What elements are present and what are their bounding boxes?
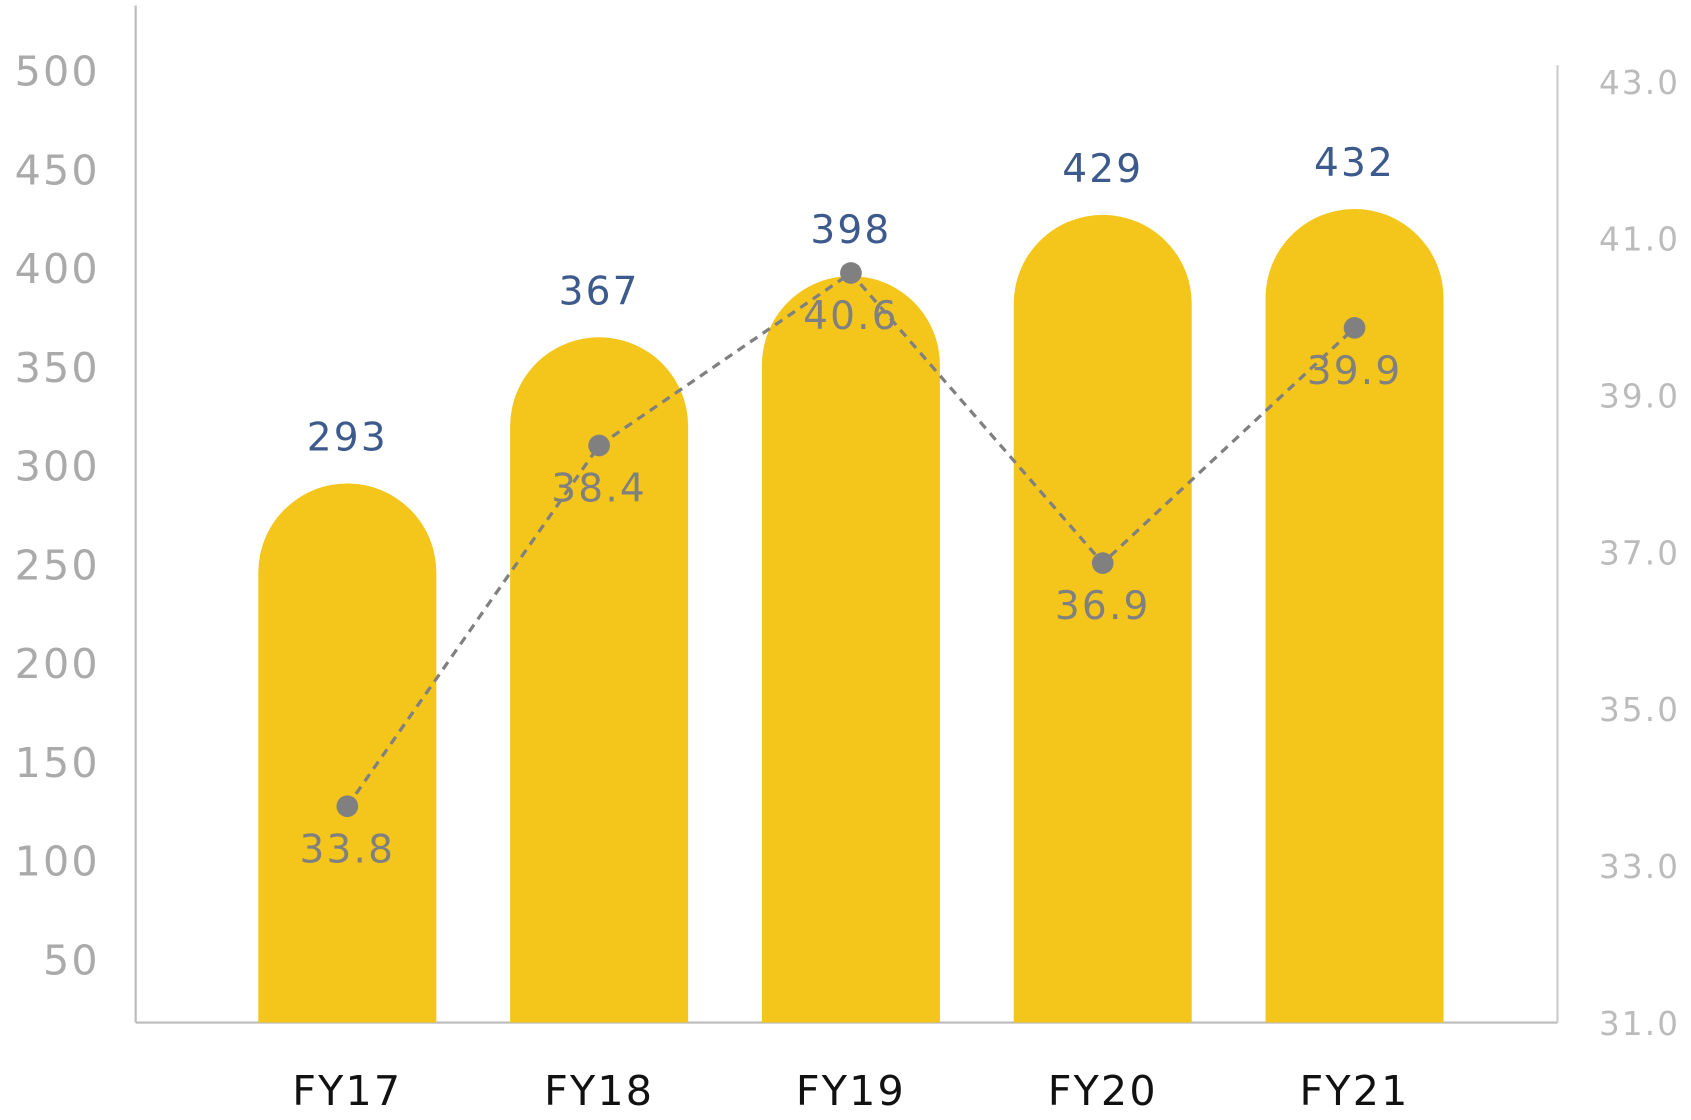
line-value-label: 33.8 — [299, 827, 395, 872]
bar-value-label: 367 — [559, 269, 640, 314]
y-tick-label: 450 — [15, 146, 100, 194]
bar — [258, 483, 437, 1023]
line-point — [336, 795, 359, 818]
y-tick-label: 300 — [15, 443, 100, 491]
y-tick-label: 400 — [15, 245, 100, 293]
bar-value-label: 432 — [1314, 141, 1395, 186]
x-tick-label: FY19 — [796, 1067, 906, 1115]
line-value-label: 39.9 — [1307, 349, 1403, 394]
bar — [1265, 209, 1444, 1023]
line-point — [588, 434, 610, 457]
y-tick-label: 500 — [15, 48, 100, 96]
y-tick-label: 200 — [15, 640, 100, 688]
bar — [1013, 214, 1192, 1023]
x-tick-label: FY18 — [544, 1067, 654, 1115]
y2-tick-label: 35.0 — [1599, 691, 1680, 729]
line-point — [840, 262, 862, 284]
y-tick-label: 350 — [15, 344, 100, 392]
x-tick-label: FY21 — [1300, 1067, 1410, 1115]
bar-value-label: 429 — [1062, 147, 1143, 192]
bar-value-label: 293 — [307, 416, 388, 461]
y-tick-label: 100 — [15, 838, 100, 886]
bar — [761, 276, 940, 1023]
line-point — [1343, 317, 1366, 339]
y-tick-label: 150 — [15, 739, 100, 787]
x-tick-label: FY20 — [1048, 1067, 1158, 1115]
line-value-label: 36.9 — [1055, 584, 1151, 629]
y2-tick-label: 33.0 — [1599, 848, 1680, 886]
y2-tick-label: 37.0 — [1599, 534, 1680, 572]
line-value-label: 38.4 — [551, 467, 647, 512]
x-tick-label: FY17 — [292, 1067, 402, 1115]
y2-tick-label: 41.0 — [1599, 221, 1680, 259]
bar-value-label: 398 — [810, 208, 891, 253]
y2-tick-label: 31.0 — [1599, 1005, 1680, 1043]
line-value-label: 40.6 — [803, 294, 899, 339]
bar — [510, 337, 689, 1023]
line-point — [1091, 552, 1114, 574]
y-tick-label: 250 — [15, 541, 100, 589]
y-tick-label: 50 — [43, 936, 100, 984]
y2-tick-label: 43.0 — [1599, 64, 1680, 102]
y2-tick-label: 39.0 — [1599, 377, 1680, 415]
